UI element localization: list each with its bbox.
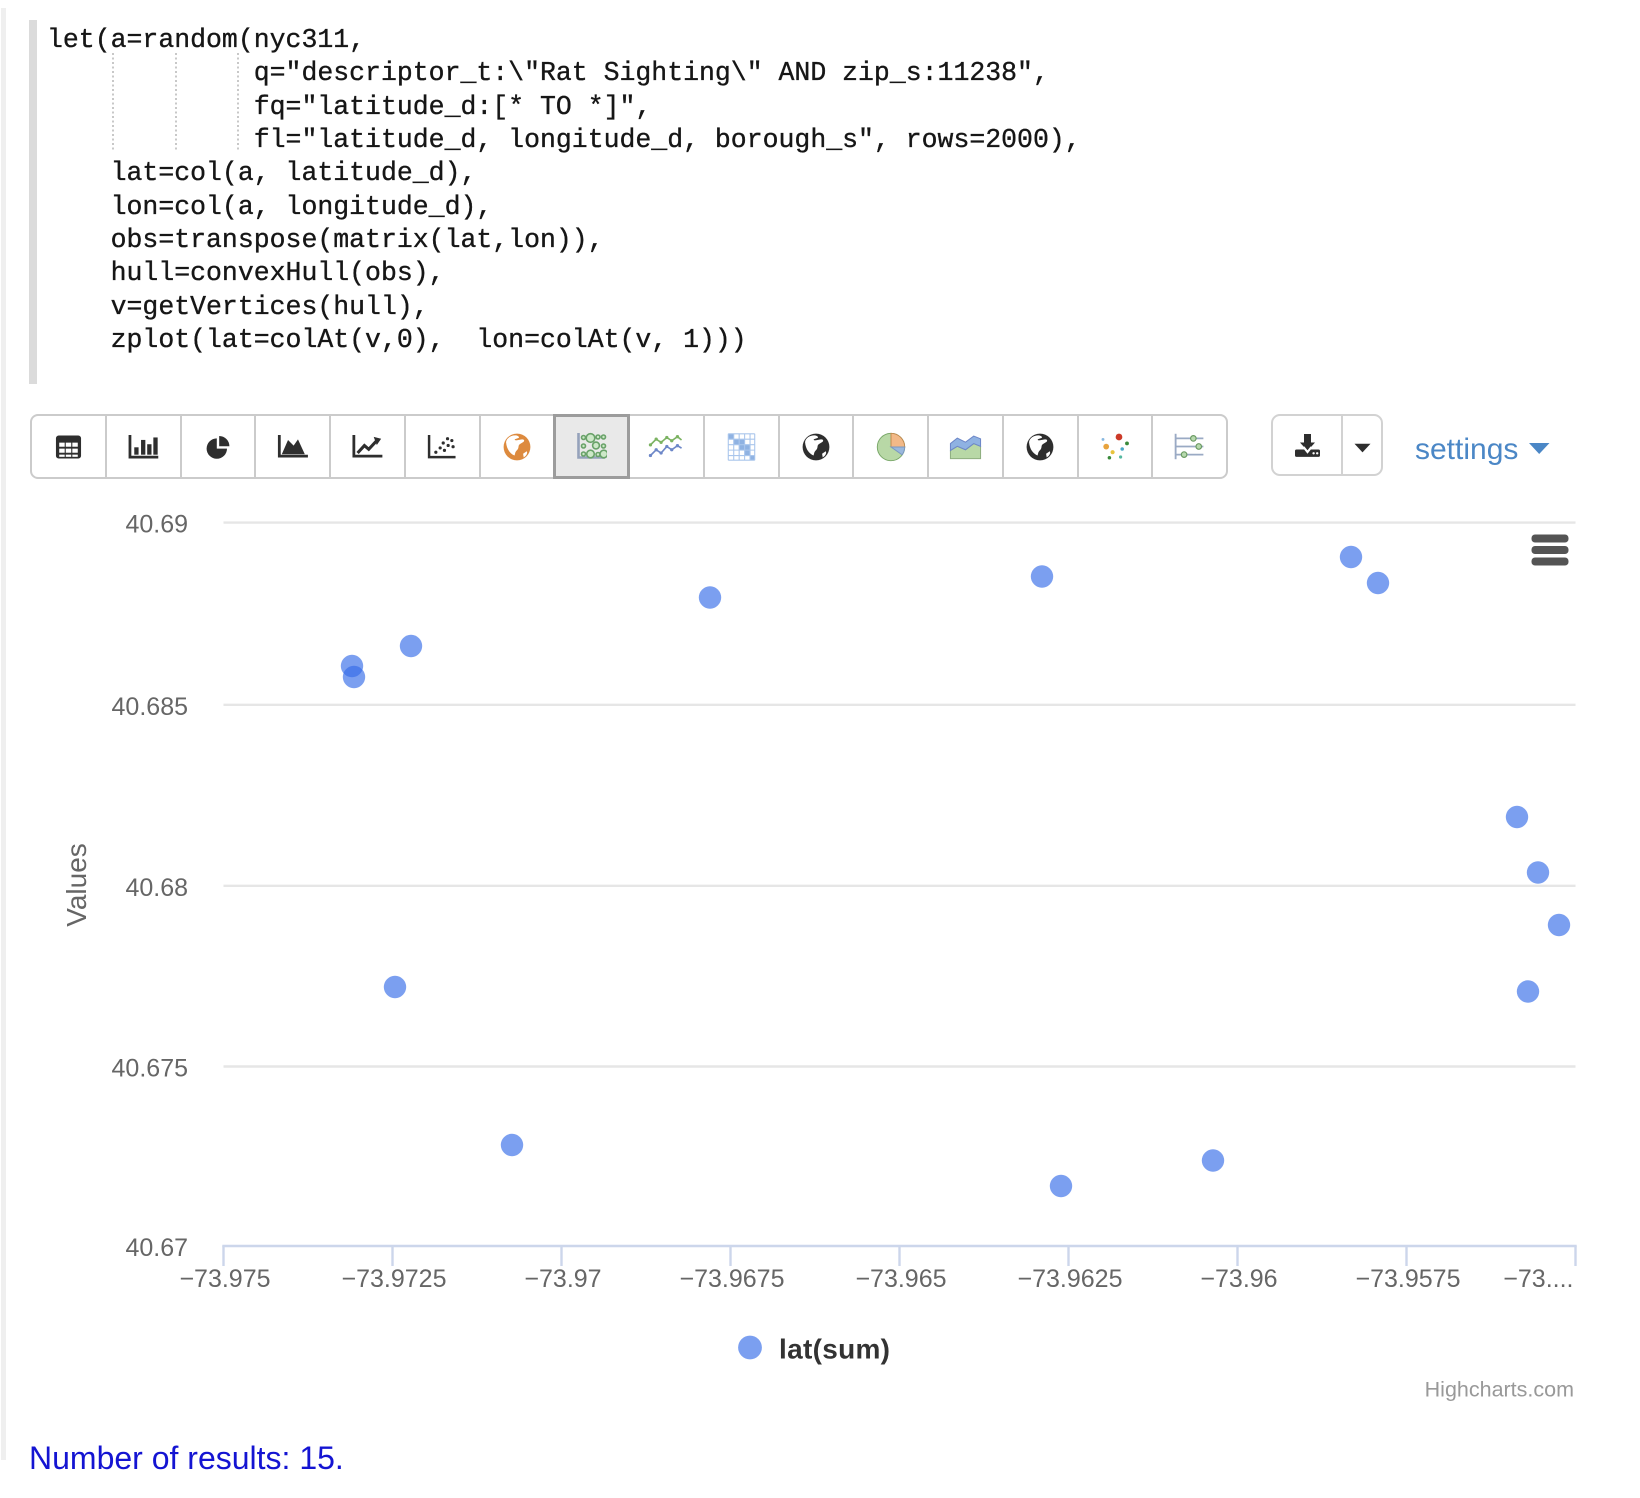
svg-text:Highcharts.com: Highcharts.com [1425, 1378, 1574, 1402]
svg-text:−73.9725: −73.9725 [342, 1265, 447, 1293]
svg-text:40.67: 40.67 [125, 1234, 188, 1262]
svg-text:−73.9575: −73.9575 [1356, 1265, 1461, 1293]
svg-text:Values: Values [61, 843, 92, 927]
svg-text:40.68: 40.68 [125, 874, 188, 902]
svg-text:−73.9675: −73.9675 [680, 1265, 785, 1293]
svg-text:−73.965: −73.965 [855, 1265, 946, 1293]
svg-text:40.69: 40.69 [125, 511, 188, 539]
svg-text:−73.975: −73.975 [179, 1265, 270, 1293]
svg-text:40.685: 40.685 [112, 693, 188, 721]
svg-text:40.675: 40.675 [112, 1055, 188, 1083]
svg-text:−73.97: −73.97 [524, 1265, 601, 1293]
svg-text:−73....: −73.... [1503, 1265, 1573, 1293]
svg-text:−73.9625: −73.9625 [1018, 1265, 1123, 1293]
svg-text:−73.96: −73.96 [1200, 1265, 1277, 1293]
svg-text:lat(sum): lat(sum) [779, 1334, 890, 1365]
